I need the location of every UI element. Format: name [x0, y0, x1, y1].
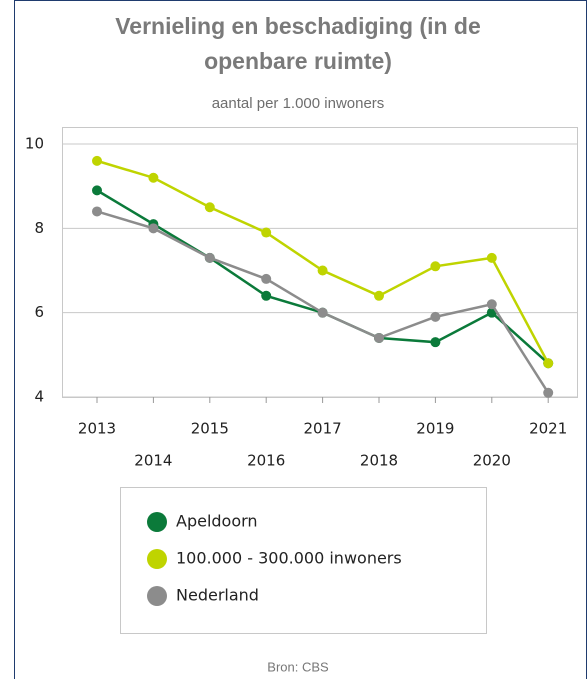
data-point: [261, 290, 272, 301]
data-point: [92, 185, 102, 196]
legend-label: 100.000 - 300.000 inwoners: [176, 549, 402, 568]
data-point: [92, 155, 102, 166]
data-point: [430, 261, 441, 272]
data-point: [204, 252, 215, 263]
legend-marker: [147, 586, 167, 606]
x-tick-label: 2021: [529, 420, 567, 438]
series-line: [96, 159, 550, 364]
data-point: [261, 273, 272, 284]
legend-label: Nederland: [176, 586, 259, 605]
data-point: [92, 206, 102, 217]
frame: [14, 0, 587, 679]
data-point: [486, 299, 497, 310]
data-point: [430, 337, 441, 348]
data-point: [148, 172, 159, 183]
x-tick-label: 2016: [247, 452, 285, 470]
legend: [120, 487, 487, 634]
y-tick-label: 10: [25, 135, 44, 153]
data-point: [317, 307, 328, 318]
chart-subtitle: aantal per 1.000 inwoners: [212, 95, 385, 112]
x-tick-label: 2015: [191, 420, 229, 438]
source: Bron: CBS: [267, 659, 329, 674]
x-tick-label: 2019: [416, 420, 454, 438]
data-point: [374, 290, 384, 301]
data-point: [430, 311, 441, 322]
chart-title: Vernieling en beschadiging (in de: [115, 13, 481, 39]
data-point: [204, 202, 215, 213]
chart-title: openbare ruimte): [204, 48, 392, 74]
data-point: [486, 252, 497, 263]
legend-label: Apeldoorn: [176, 512, 258, 531]
legend-marker: [147, 512, 167, 532]
data-point: [543, 358, 554, 369]
legend-marker: [147, 549, 167, 569]
series-line: [96, 210, 550, 394]
y-tick-label: 4: [34, 388, 44, 406]
series-line: [96, 189, 550, 365]
plot-area: [62, 127, 578, 398]
data-point: [261, 227, 272, 238]
y-tick-label: 6: [34, 303, 44, 321]
x-tick-label: 2014: [134, 452, 172, 470]
data-point: [543, 387, 554, 398]
y-tick-label: 8: [34, 219, 44, 237]
x-tick-label: 2013: [78, 420, 116, 438]
x-tick-label: 2020: [473, 452, 511, 470]
data-point: [374, 332, 384, 343]
data-point: [317, 265, 328, 276]
x-tick-label: 2018: [360, 452, 398, 470]
data-point: [148, 223, 159, 234]
x-tick-label: 2017: [304, 420, 342, 438]
